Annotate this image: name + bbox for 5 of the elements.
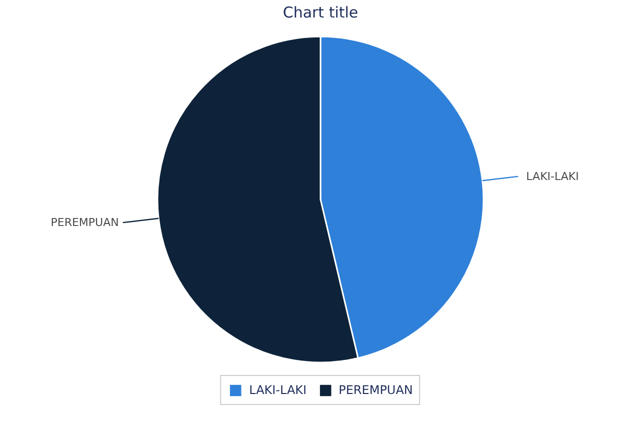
- slice-label: PEREMPUAN: [50, 216, 119, 230]
- legend-label: LAKI-LAKI: [249, 383, 307, 397]
- legend-label: PEREMPUAN: [338, 383, 413, 397]
- slice-label: LAKI-LAKI: [526, 170, 579, 183]
- chart-title: Chart title: [282, 4, 358, 22]
